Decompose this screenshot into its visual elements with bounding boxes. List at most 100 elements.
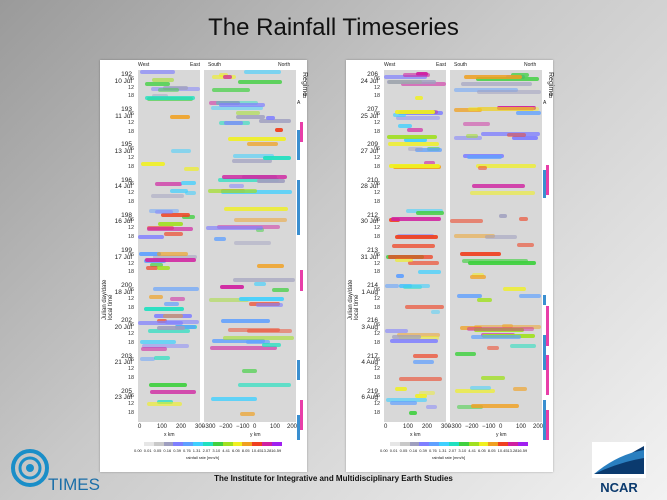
hour-tick-label: 12 — [128, 190, 135, 197]
rain-streak — [460, 326, 483, 331]
rain-streak — [150, 389, 196, 394]
rain-streak — [398, 123, 413, 128]
timeseries-panel-left: West East South North 192 10 Jul 06 12 18 193 11… — [100, 60, 308, 472]
day-label: 209 27 Jul — [360, 141, 378, 155]
rain-streak — [415, 394, 428, 398]
rain-streak — [515, 110, 542, 115]
rain-streak — [138, 321, 184, 326]
y-tick-label: 200 — [287, 424, 298, 430]
hour-tick-label: 18 — [374, 199, 381, 205]
hour-tick-label: 06 — [128, 357, 135, 364]
colorbar-swatch — [252, 442, 263, 446]
regime-bar — [546, 410, 549, 440]
colorbar-swatch — [478, 442, 489, 446]
day-label: 198 16 Jul — [114, 211, 132, 226]
day-label: 213 31 Jul — [360, 247, 378, 261]
footer-institute: The Institute for Integrative and Multid… — [214, 474, 453, 483]
regime-title: Regime — [547, 72, 554, 97]
rain-streak — [170, 189, 189, 194]
colorbar-tick-label: 0.00 — [134, 448, 142, 453]
x-axis-title: x km — [164, 432, 175, 438]
hour-tick-label: 12 — [374, 331, 381, 337]
rain-streak — [453, 233, 495, 238]
colorbar-swatch — [203, 442, 213, 446]
rain-streak — [255, 228, 265, 233]
rain-streak — [476, 107, 535, 112]
colorbar-tick-label: 0.05 — [153, 448, 162, 453]
rain-streak — [155, 209, 173, 214]
colorbar-tick-label: 10.45 — [497, 448, 508, 453]
colorbar-tick-label: 6.05 — [232, 448, 240, 453]
rain-streak — [156, 325, 185, 330]
x-tick-label: 300 — [195, 424, 206, 430]
y-tick-label: 0 — [499, 424, 503, 430]
day-label: 202 20 Jul — [114, 317, 132, 331]
hour-tick-label: 12 — [128, 260, 135, 267]
rain-streak — [232, 278, 295, 283]
regime-bar — [546, 165, 549, 195]
rain-streak — [222, 174, 287, 179]
rain-streak — [471, 403, 519, 408]
rain-streak — [394, 234, 439, 239]
day-label: 219 6 Aug — [361, 387, 378, 402]
day-label: 195 13 Jul — [114, 141, 132, 155]
times-logo-text: TIMES — [48, 475, 100, 494]
hour-tick-label: 06 — [374, 181, 381, 188]
hour-tick-label: 18 — [374, 410, 381, 417]
hour-tick-label: 06 — [128, 216, 135, 223]
rain-streak — [460, 82, 532, 87]
rain-streak — [165, 319, 199, 324]
rain-streak — [394, 387, 407, 392]
rain-streak — [144, 96, 195, 101]
day-label: 203 21 Jul — [114, 352, 132, 367]
rain-streak — [236, 111, 261, 116]
colorbar-tick-label: 0.16 — [409, 448, 418, 453]
rain-streak — [256, 263, 284, 268]
rain-colorbar — [380, 442, 528, 446]
rain-streak — [207, 189, 257, 194]
header-north: North — [524, 62, 537, 68]
hour-tick-label: 06 — [128, 75, 135, 82]
hour-tick-label: 06 — [128, 287, 135, 293]
colorbar-tick-label: 4.41 — [222, 448, 230, 453]
header-west: West — [138, 62, 150, 68]
day-label: 199 17 Jul — [114, 247, 132, 261]
rain-streak — [510, 343, 536, 348]
hour-tick-label: 12 — [128, 401, 135, 408]
rain-streak — [239, 411, 256, 416]
colorbar-title: rainfall rate [mm/h] — [432, 455, 466, 460]
rain-streak — [407, 127, 424, 132]
colorbar-tick-label: 3.10 — [212, 448, 221, 453]
rain-streak — [387, 80, 436, 85]
rain-streak — [237, 80, 282, 85]
rain-streak — [481, 376, 505, 381]
rain-streak — [218, 177, 280, 182]
rain-streak — [484, 235, 517, 240]
slide-title: The Rainfall Timeseries — [208, 14, 459, 41]
rain-streak — [384, 329, 408, 334]
hour-tick-label: 12 — [374, 295, 381, 302]
y-axis-title-km: y km — [496, 432, 507, 438]
colorbar-swatch — [409, 442, 420, 446]
rain-streak — [262, 342, 282, 347]
rain-streak — [170, 149, 192, 154]
rain-streak — [413, 354, 438, 359]
times-logo: TIMES — [11, 449, 100, 494]
hour-tick-label: 18 — [128, 375, 135, 381]
rain-streak — [455, 389, 495, 394]
regime-bar — [543, 400, 546, 440]
regime-title: Regime — [301, 72, 308, 97]
hour-tick-label: 06 — [374, 111, 381, 117]
rain-streak — [385, 283, 400, 288]
hour-tick-label: 18 — [374, 304, 381, 311]
hour-tick-label: 06 — [374, 357, 381, 364]
colorbar-swatch — [498, 442, 509, 446]
hour-tick-label: 06 — [128, 322, 135, 329]
rain-streak — [210, 397, 257, 402]
hour-tick-label: 12 — [374, 155, 381, 161]
y-tick-label: 0 — [253, 424, 257, 430]
hour-tick-label: 18 — [128, 339, 135, 346]
rain-streak — [220, 284, 245, 289]
hour-tick-label: 12 — [374, 260, 381, 267]
rain-streak — [408, 410, 418, 415]
